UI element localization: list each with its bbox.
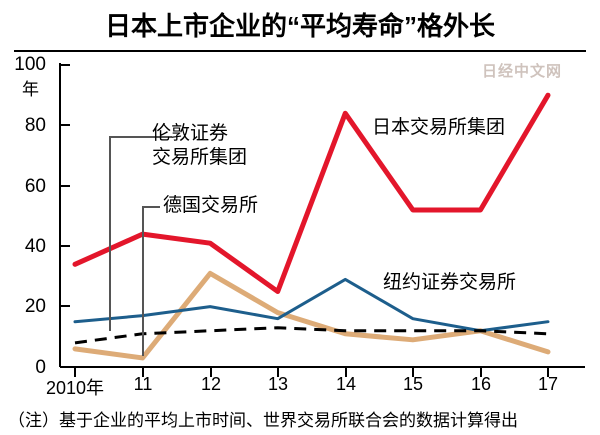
x-tick-label-16: 16 xyxy=(470,374,492,394)
x-tick-label-12: 12 xyxy=(200,374,222,394)
x-tick-label-15: 15 xyxy=(402,374,424,394)
watermark: 日经中文网 xyxy=(482,63,563,80)
annotation-nyse: 纽约证券交易所 xyxy=(383,271,516,295)
annotation-deutsche: 德国交易所 xyxy=(163,194,258,218)
y-tick-label-100: 100 xyxy=(14,54,46,75)
annotation-jpx: 日本交易所集团 xyxy=(372,116,505,140)
x-tick-label-14: 14 xyxy=(335,374,357,394)
x-tick-label-13: 13 xyxy=(267,374,289,394)
y-tick-label-80: 80 xyxy=(24,115,46,136)
leader-line-deutsche xyxy=(142,206,160,356)
annotation-jpx-line1: 日本交易所集团 xyxy=(372,117,506,138)
annotation-lse: 伦敦证券 交易所集团 xyxy=(152,122,247,170)
y-axis-unit: 年 xyxy=(22,80,39,99)
chart-note: （注）基于企业的平均上市时间、世界交易所联合会的数据计算得出 xyxy=(8,411,518,430)
series-line-nyse xyxy=(73,277,550,333)
y-tick-label-40: 40 xyxy=(24,236,46,257)
y-tick-label-0: 0 xyxy=(35,357,46,378)
annotation-nyse-line1: 纽约证券交易所 xyxy=(383,272,517,293)
x-tick-label-11: 11 xyxy=(133,374,153,394)
y-tick-label-20: 20 xyxy=(24,296,46,317)
series-line-lse xyxy=(74,326,549,345)
series-line-deutsche xyxy=(72,270,551,361)
page-title: 日本上市企业的“平均寿命”格外长 xyxy=(104,11,495,41)
y-tick-label-60: 60 xyxy=(24,176,46,197)
x-tick-label-2010: 2010年 xyxy=(45,378,105,398)
title-divider xyxy=(14,50,586,52)
series-line-jpx xyxy=(72,92,551,294)
annotation-lse-line2: 交易所集团 xyxy=(152,147,248,168)
annotation-deutsche-line1: 德国交易所 xyxy=(163,195,259,216)
leader-line-lse xyxy=(109,136,172,331)
annotation-lse-line1: 伦敦证券 xyxy=(152,123,229,144)
x-tick-label-17: 17 xyxy=(537,374,559,394)
